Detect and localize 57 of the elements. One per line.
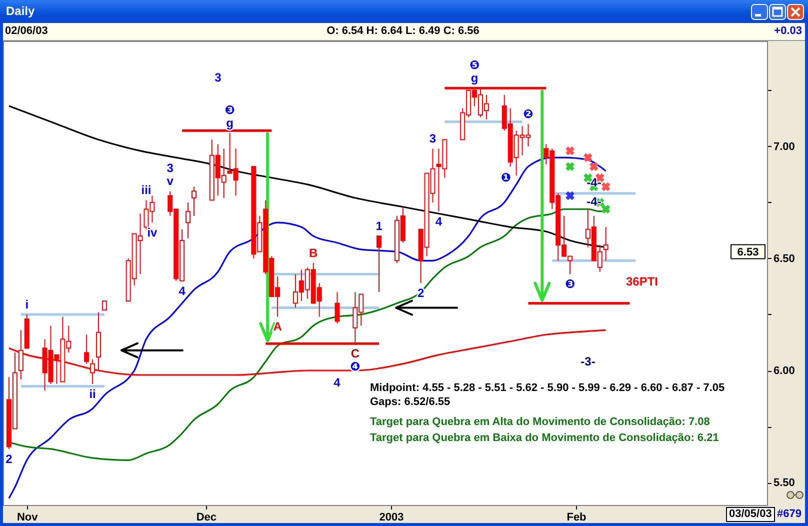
text: #679: [777, 508, 802, 521]
annotation: ❸: [564, 277, 576, 292]
annotation: iv: [147, 226, 158, 240]
annotation: B: [309, 246, 318, 260]
annotation: ii: [89, 386, 96, 401]
annotation: 4: [435, 214, 442, 228]
annotation: Target para Quebra em Baixa do Movimento de Consolidação: 6.21: [370, 432, 719, 445]
annotation: 1: [376, 219, 383, 234]
annotation: 4: [334, 376, 340, 390]
annotation: ❷: [523, 106, 534, 121]
y-tick-label: 6.00: [774, 365, 795, 378]
annotation: 6.53: [737, 246, 759, 259]
candlestick: [376, 236, 382, 293]
annotation: ❸: [224, 102, 235, 117]
point: [566, 146, 574, 156]
annotation: Gaps: 6.52/6.55: [370, 396, 450, 409]
annotation: 3: [429, 132, 436, 146]
text: +0.03: [774, 25, 802, 38]
point: [584, 153, 592, 162]
point: [601, 182, 610, 192]
annotation: ❶: [500, 170, 512, 184]
annotation: -3-: [580, 354, 596, 368]
point: [566, 191, 574, 200]
y-tick-label: 7.00: [774, 140, 795, 153]
y-tick-label: 6.50: [774, 252, 795, 265]
text: 02/06/03: [5, 25, 48, 38]
annotation: 3: [166, 161, 174, 176]
candlestick: [84, 334, 90, 364]
y-tick-label: 5.50: [774, 477, 795, 490]
chart-title: Daily: [6, 4, 35, 18]
annotation: i: [25, 297, 29, 312]
text: O: 6.54 H: 6.64 L: 6.49 C: 6.56: [326, 25, 480, 38]
text: 03/05/03: [726, 507, 775, 522]
candlestick: [334, 292, 340, 324]
annotation: ❹: [350, 360, 360, 374]
x-tick-label: Feb: [566, 512, 587, 524]
annotation: Target para Quebra em Alta do Movimento de Consolidação: 7.08: [370, 416, 710, 429]
point: [601, 204, 610, 214]
annotation: 4: [178, 284, 186, 298]
annotation: 2: [6, 452, 13, 466]
annotation: iii: [141, 183, 152, 198]
annotation: Midpoint: 4.55 - 5.28 - 5.51 - 5.62 - 5.90 - 5.99 - 6.29 - 6.60 - 6.87 - 7.05: [370, 382, 725, 395]
candlestick: [186, 202, 191, 239]
annotation: g: [470, 71, 478, 86]
annotation: v: [166, 174, 174, 188]
candlestick: [603, 226, 608, 262]
x-tick-label: Nov: [16, 512, 39, 524]
annotation: ❺: [469, 58, 480, 72]
x-tick-label: 2003: [379, 512, 404, 524]
annotation: C: [350, 346, 360, 361]
x-tick-label: Dec: [196, 512, 217, 524]
point: [589, 162, 598, 171]
candlestick: [192, 186, 196, 216]
point: [566, 162, 574, 171]
annotation: g: [226, 116, 234, 130]
annotation: 36PTI: [626, 274, 658, 288]
annotation: 3: [214, 70, 222, 84]
